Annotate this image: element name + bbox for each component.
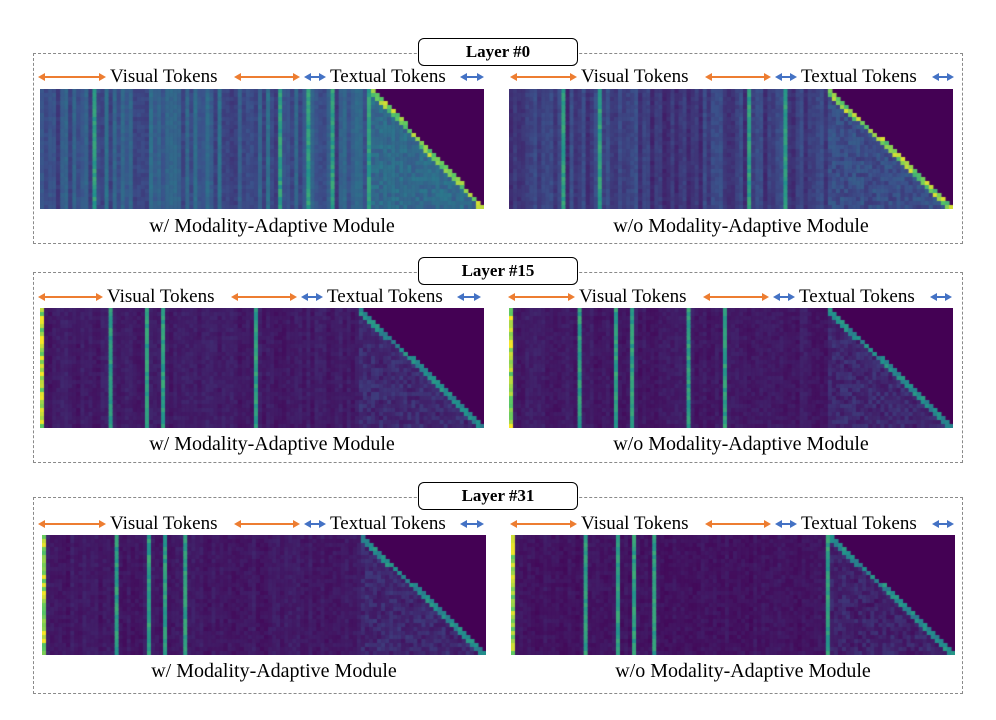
visual-tokens-label: Visual Tokens [110, 513, 218, 534]
attention-heatmap [509, 308, 953, 428]
attention-heatmap [40, 308, 484, 428]
visual-tokens-label: Visual Tokens [581, 66, 689, 87]
visual-tokens-label: Visual Tokens [581, 513, 689, 534]
attention-heatmap [42, 535, 486, 655]
layer-title-15: Layer #15 [418, 257, 578, 285]
layer-title-0: Layer #0 [418, 38, 578, 66]
visual-tokens-label: Visual Tokens [579, 286, 687, 307]
attention-heatmap [509, 89, 953, 209]
visual-tokens-label: Visual Tokens [110, 66, 218, 87]
textual-tokens-label: Textual Tokens [330, 66, 446, 87]
layer-title-31: Layer #31 [418, 482, 578, 510]
textual-tokens-label: Textual Tokens [801, 66, 917, 87]
caption-with-module: w/ Modality-Adaptive Module [149, 433, 395, 455]
visual-tokens-label: Visual Tokens [107, 286, 215, 307]
caption-without-module: w/o Modality-Adaptive Module [615, 660, 871, 682]
textual-tokens-label: Textual Tokens [801, 513, 917, 534]
caption-without-module: w/o Modality-Adaptive Module [613, 215, 869, 237]
attention-heatmap [511, 535, 955, 655]
caption-without-module: w/o Modality-Adaptive Module [613, 433, 869, 455]
textual-tokens-label: Textual Tokens [799, 286, 915, 307]
caption-with-module: w/ Modality-Adaptive Module [151, 660, 397, 682]
caption-with-module: w/ Modality-Adaptive Module [149, 215, 395, 237]
textual-tokens-label: Textual Tokens [327, 286, 443, 307]
textual-tokens-label: Textual Tokens [330, 513, 446, 534]
attention-heatmap [40, 89, 484, 209]
